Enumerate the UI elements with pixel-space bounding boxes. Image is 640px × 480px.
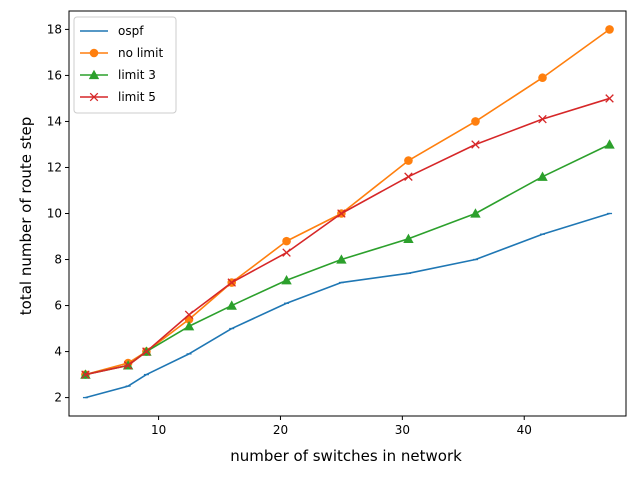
data-point bbox=[81, 370, 90, 379]
series-line bbox=[85, 212, 610, 399]
data-point bbox=[227, 278, 236, 287]
x-axis: 10 20 30 40 bbox=[151, 416, 532, 437]
x-tick-label: 10 bbox=[151, 423, 166, 437]
data-point bbox=[281, 275, 292, 285]
data-point bbox=[538, 73, 547, 83]
y-tick-label: 16 bbox=[47, 68, 62, 82]
data-point bbox=[471, 140, 480, 149]
data-point bbox=[604, 139, 615, 149]
series-limit-3 bbox=[80, 139, 615, 379]
data-point bbox=[404, 156, 413, 165]
legend: ospf no limit limit 3 limit 5 bbox=[73, 16, 177, 114]
data-point bbox=[336, 254, 347, 264]
legend-marker bbox=[89, 48, 99, 58]
x-tick-label: 40 bbox=[517, 423, 532, 437]
series-ospf bbox=[82, 212, 613, 399]
data-point bbox=[538, 114, 547, 124]
data-point bbox=[282, 248, 291, 257]
y-tick-label: 4 bbox=[54, 345, 62, 359]
y-tick-label: 12 bbox=[47, 160, 62, 174]
y-tick-label: 18 bbox=[47, 22, 62, 36]
legend-item: limit 5 bbox=[80, 90, 156, 104]
legend-label: limit 5 bbox=[118, 90, 156, 104]
data-point bbox=[337, 209, 346, 218]
legend-marker bbox=[89, 92, 99, 102]
y-tick-label: 8 bbox=[54, 253, 62, 267]
series-line bbox=[85, 97, 610, 376]
data-point bbox=[184, 310, 194, 320]
x-tick-label: 30 bbox=[395, 423, 410, 437]
legend-label: ospf bbox=[118, 24, 144, 38]
y-tick-label: 14 bbox=[47, 114, 62, 128]
legend-label: limit 3 bbox=[118, 68, 156, 82]
data-point bbox=[226, 300, 237, 310]
legend-label: no limit bbox=[118, 46, 163, 60]
data-point bbox=[183, 321, 195, 331]
series-layer bbox=[80, 25, 615, 399]
y-axis: 2 4 6 8 10 12 14 16 18 bbox=[47, 22, 69, 405]
legend-item: no limit bbox=[80, 46, 163, 60]
data-point bbox=[123, 361, 133, 370]
legend-item: ospf bbox=[80, 24, 144, 38]
series-limit-5 bbox=[81, 94, 614, 379]
legend-box bbox=[73, 16, 177, 114]
series-line bbox=[85, 143, 610, 376]
legend-item: limit 3 bbox=[80, 68, 156, 82]
y-tick-label: 2 bbox=[54, 391, 62, 405]
x-axis-label: number of switches in network bbox=[230, 447, 462, 465]
data-point bbox=[471, 117, 480, 126]
data-point bbox=[404, 172, 413, 181]
data-point bbox=[605, 25, 614, 34]
y-tick-label: 10 bbox=[47, 207, 62, 221]
data-point bbox=[605, 94, 614, 103]
legend-marker bbox=[88, 69, 100, 80]
y-axis-label: total number of route step bbox=[17, 117, 35, 315]
data-point bbox=[537, 171, 548, 181]
data-point bbox=[282, 236, 291, 246]
y-tick-label: 6 bbox=[54, 299, 62, 313]
data-point bbox=[470, 208, 481, 218]
data-point bbox=[403, 233, 414, 243]
x-tick-label: 20 bbox=[273, 423, 288, 437]
data-point bbox=[142, 347, 151, 356]
